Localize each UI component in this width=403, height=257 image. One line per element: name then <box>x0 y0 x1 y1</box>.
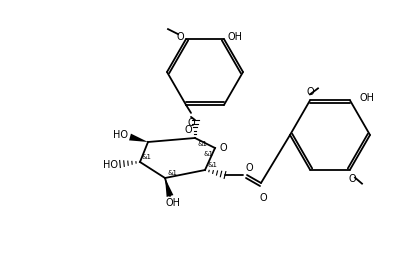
Text: OH: OH <box>227 32 242 42</box>
Text: &1: &1 <box>203 151 213 157</box>
Text: &1: &1 <box>197 141 207 147</box>
Text: O: O <box>306 87 314 97</box>
Polygon shape <box>129 134 148 142</box>
Text: O: O <box>219 143 226 153</box>
Text: O: O <box>187 118 195 128</box>
Text: HO: HO <box>103 160 118 170</box>
Text: OH: OH <box>360 93 375 103</box>
Text: O: O <box>177 32 184 42</box>
Text: O: O <box>245 163 253 173</box>
Text: O: O <box>259 193 267 203</box>
Text: HO: HO <box>113 130 128 140</box>
Text: O: O <box>348 174 356 184</box>
Text: &1: &1 <box>142 154 152 160</box>
Text: &1: &1 <box>167 170 177 176</box>
Text: &1: &1 <box>207 162 217 168</box>
Polygon shape <box>165 178 173 197</box>
Text: O: O <box>185 125 192 135</box>
Text: OH: OH <box>166 198 181 208</box>
